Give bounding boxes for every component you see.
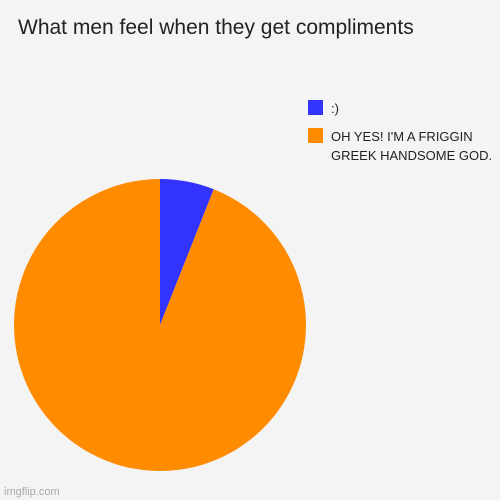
legend-label: :): [331, 101, 339, 116]
legend-swatch: [308, 128, 323, 143]
chart-title: What men feel when they get compliments: [18, 16, 414, 39]
legend-swatch: [308, 100, 323, 115]
legend-entry: OH YES! I'M A FRIGGIN GREEK HANDSOME GOD…: [308, 127, 500, 165]
pie-slice: [160, 179, 214, 325]
watermark: imgflip.com: [4, 486, 60, 498]
legend-label: OH YES! I'M A FRIGGIN GREEK HANDSOME GOD…: [331, 129, 493, 163]
legend-entry: :): [308, 99, 500, 118]
pie-slice: [14, 179, 307, 471]
